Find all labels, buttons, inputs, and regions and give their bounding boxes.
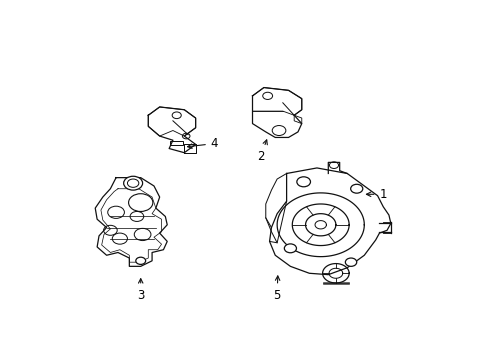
- Circle shape: [350, 184, 362, 193]
- Circle shape: [296, 177, 310, 187]
- Text: 5: 5: [273, 276, 280, 302]
- Polygon shape: [252, 87, 301, 115]
- Bar: [170, 141, 183, 145]
- Polygon shape: [252, 87, 301, 138]
- Polygon shape: [148, 107, 195, 136]
- Polygon shape: [269, 168, 390, 275]
- Text: 2: 2: [257, 140, 267, 163]
- Text: 1: 1: [366, 188, 386, 201]
- Circle shape: [123, 176, 142, 190]
- Polygon shape: [148, 107, 195, 153]
- Circle shape: [284, 244, 296, 253]
- Circle shape: [136, 257, 145, 264]
- Text: 3: 3: [137, 279, 144, 302]
- Text: 4: 4: [187, 137, 218, 150]
- Circle shape: [345, 258, 356, 266]
- Polygon shape: [95, 177, 167, 266]
